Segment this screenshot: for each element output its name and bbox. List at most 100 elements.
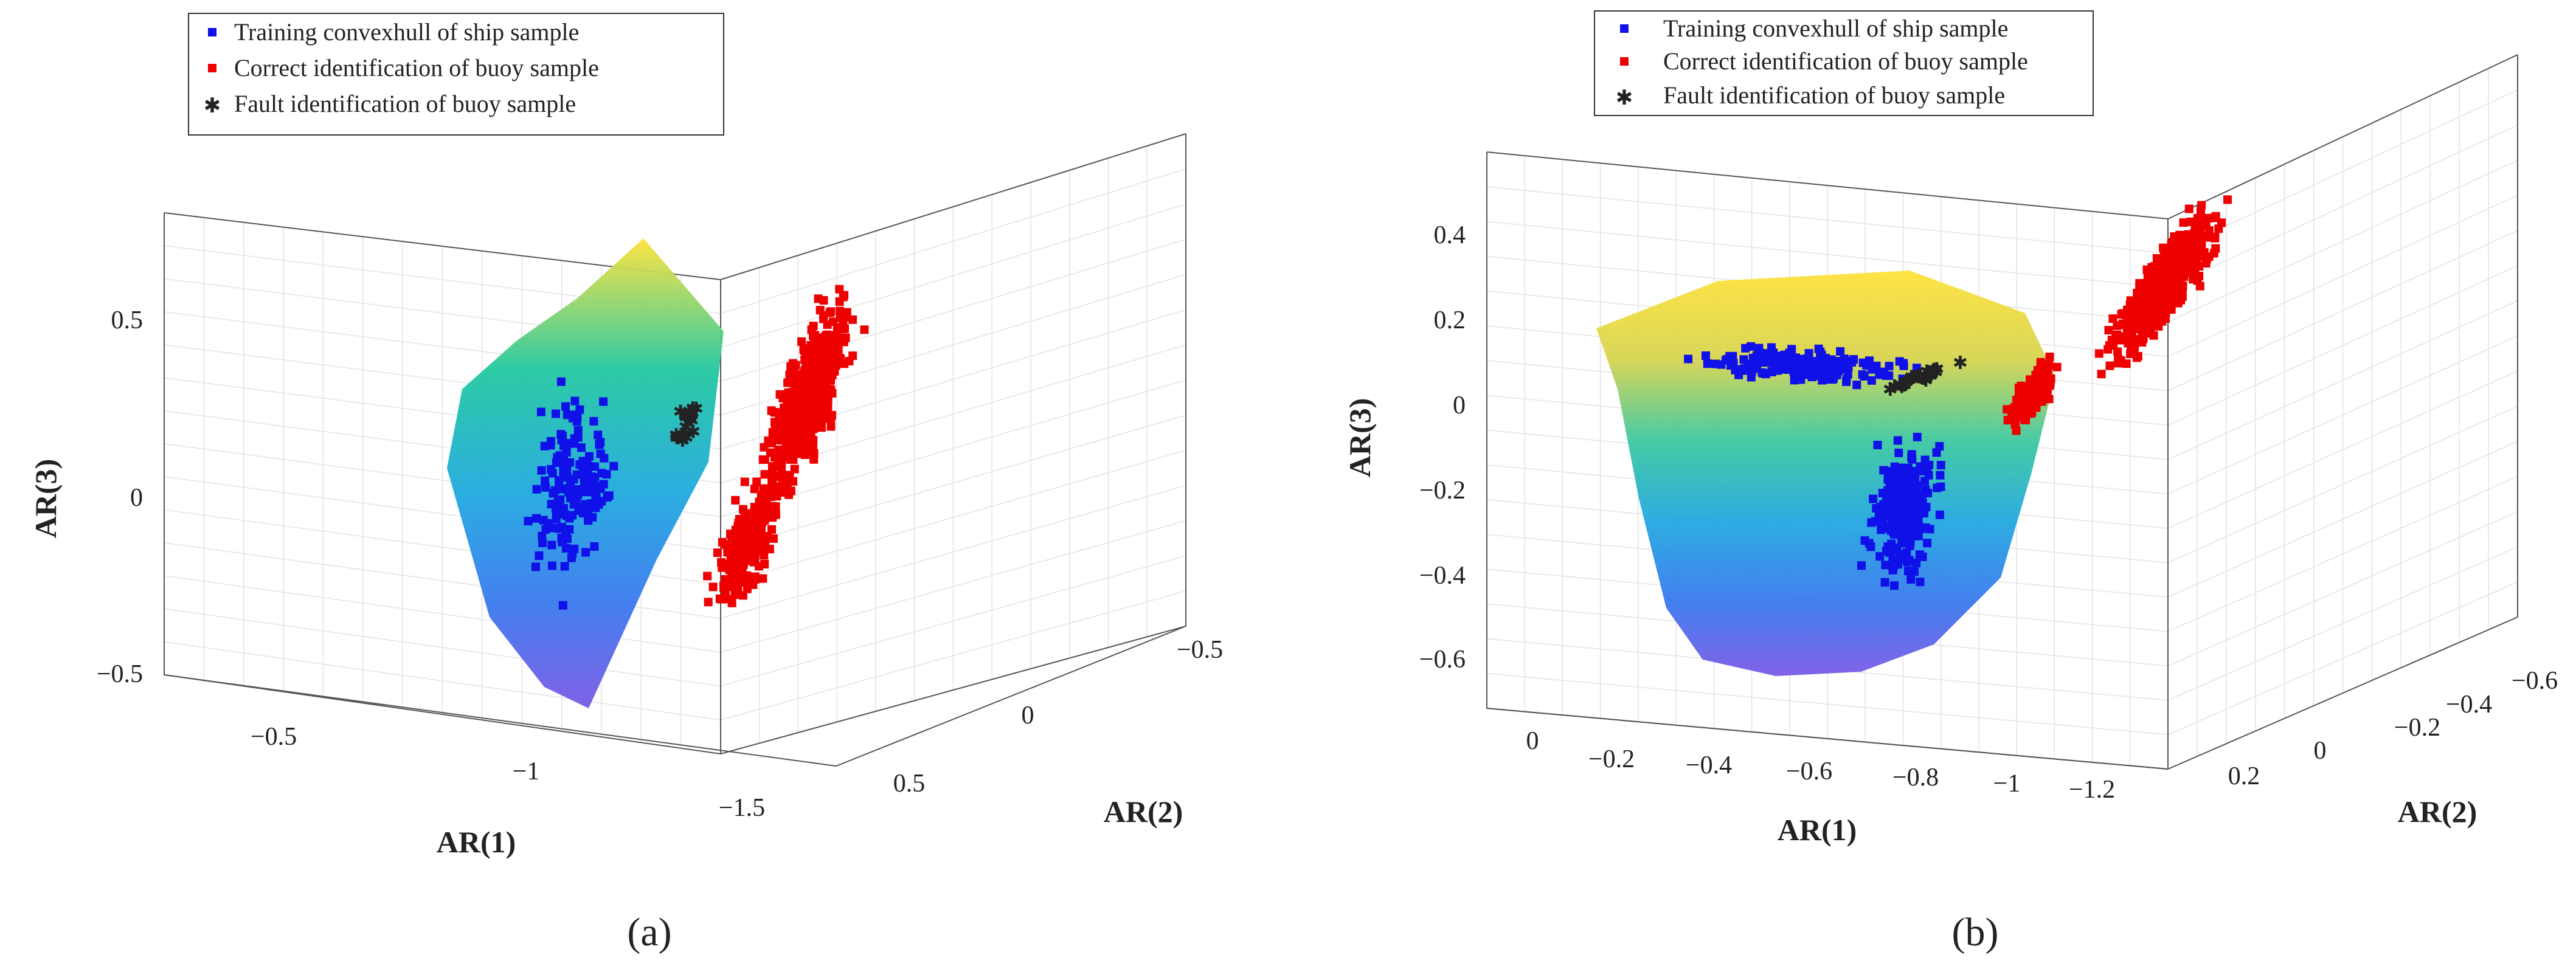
buoy-correct-point: [713, 548, 722, 557]
buoy-correct-point: [2193, 276, 2202, 285]
ship-sample-point: [589, 416, 598, 426]
buoy-correct-point: [860, 325, 869, 334]
ship-sample-point: [535, 551, 544, 560]
buoy-correct-point: [770, 408, 779, 416]
chart-b-convex-hull: [1596, 271, 2055, 676]
ship-sample-point: [566, 481, 575, 491]
chart-b-z-tick: 0: [1453, 392, 1466, 419]
chart-b-y-tick: −0.6: [2512, 667, 2558, 695]
ship-sample-point: [1757, 368, 1767, 377]
ship-sample-point: [558, 601, 567, 610]
buoy-correct-point: [758, 574, 767, 583]
ship-sample-point: [1899, 489, 1908, 498]
buoy-correct-point: [797, 337, 806, 346]
ship-sample-point: [1890, 462, 1899, 471]
ship-sample-point: [538, 539, 547, 547]
buoy-correct-point: [2135, 319, 2144, 328]
ship-sample-point: [1905, 503, 1914, 512]
buoy-fault-point: ✱: [676, 426, 691, 446]
chart-b-x-tick: −0.8: [1892, 764, 1939, 792]
buoy-correct-point: [2104, 326, 2113, 335]
chart-b-y-tick: −0.2: [2394, 714, 2440, 742]
ship-sample-point: [602, 470, 611, 479]
chart-b-z-tick: 0.2: [1434, 306, 1466, 334]
legend-entry: Correct identification of buoy sample: [234, 54, 599, 81]
buoy-correct-point: [2162, 277, 2172, 286]
buoy-fault-point: ✱: [685, 399, 701, 419]
buoy-correct-point: [2045, 353, 2054, 361]
ship-sample-point: [1898, 374, 1907, 384]
chart-a-zlabel: AR(3): [29, 459, 63, 539]
buoy-correct-point: [728, 562, 737, 571]
gridline: [720, 203, 1186, 348]
buoy-fault-point: ✱: [1904, 368, 1919, 388]
ship-sample-point: [1910, 531, 1919, 540]
gridline: [2167, 265, 2518, 426]
buoy-correct-point: [823, 404, 833, 412]
ship-sample-point: [570, 396, 580, 406]
chart-a-x-tick: −1.5: [719, 794, 765, 822]
chart-a-x-tick: −1: [513, 758, 540, 785]
buoy-correct-point: [2015, 401, 2024, 410]
chart-b-x-tick: −0.4: [1686, 751, 1732, 779]
buoy-correct-point: [2025, 395, 2034, 404]
legend-entry: Fault identification of buoy sample: [234, 90, 576, 117]
buoy-correct-point: [704, 598, 713, 607]
gridline: [720, 520, 1186, 653]
ship-sample-point: [1891, 486, 1899, 495]
buoy-correct-point: [2135, 291, 2144, 300]
ship-sample-point: [1889, 505, 1899, 514]
buoy-fault-point: ✱: [1925, 362, 1941, 382]
ship-sample-point: [580, 477, 589, 485]
buoy-correct-point: [717, 558, 726, 567]
ship-sample-point: [552, 409, 560, 418]
gridline: [1486, 673, 2169, 736]
gridline: [720, 555, 1186, 687]
chart-b-x-tick: 0: [1526, 727, 1539, 755]
ship-sample-point: [1905, 511, 1914, 520]
ship-sample-point: [1879, 466, 1888, 475]
chart-a-caption: (a): [627, 910, 671, 954]
chart-a-marks: ✱✱✱✱✱✱✱✱ ✱✱✱✱ ✱✱✱✱✱✱✱✱: [524, 285, 869, 610]
gridline: [2167, 124, 2518, 288]
chart-b-y-tick: 0.2: [2228, 762, 2260, 790]
chart-b-z-tick: −0.4: [1419, 562, 1466, 590]
ship-sample-point: [1906, 481, 1915, 491]
buoy-fault-point: ✱: [1917, 367, 1933, 387]
gridline: [2167, 300, 2518, 460]
ship-sample-point: [1741, 343, 1750, 353]
buoy-correct-point: [2179, 218, 2188, 227]
ship-sample-point: [563, 410, 572, 419]
ship-sample-point: [587, 472, 596, 481]
gridline: [720, 449, 1186, 585]
buoy-correct-point: [2151, 309, 2160, 319]
buoy-fault-point: ✱: [685, 404, 700, 424]
buoy-fault-point: ✱: [1928, 363, 1944, 383]
chart-a-x-tick: −0.5: [251, 723, 297, 751]
buoy-correct-point: [755, 519, 764, 528]
legend-marker-buoy-correct: [1620, 57, 1629, 66]
buoy-correct-point: [2153, 272, 2162, 281]
buoy-correct-point: [818, 387, 827, 396]
ship-sample-point: [546, 437, 555, 446]
ship-sample-point: [1913, 432, 1922, 441]
buoy-correct-point: [810, 339, 819, 348]
ship-sample-point: [1880, 578, 1889, 587]
buoy-correct-point: [752, 477, 761, 486]
gridline: [2167, 406, 2518, 564]
buoy-correct-point: [2156, 279, 2165, 288]
buoy-fault-point: ✱: [1887, 377, 1902, 397]
ship-sample-point: [1904, 567, 1913, 576]
gridline: [2167, 370, 2518, 529]
ship-sample-point: [563, 439, 572, 448]
buoy-correct-point: [2105, 361, 2114, 370]
ship-sample-point: [1754, 343, 1764, 353]
buoy-correct-point: [791, 361, 800, 370]
ship-sample-point: [539, 516, 548, 525]
buoy-correct-point: [718, 537, 727, 547]
ship-sample-point: [1881, 561, 1890, 570]
buoy-fault-point: ✱: [1919, 362, 1934, 382]
buoy-fault-point: ✱: [681, 402, 696, 423]
buoy-correct-point: [794, 434, 803, 443]
chart-b-x-tick: −0.2: [1588, 745, 1635, 773]
